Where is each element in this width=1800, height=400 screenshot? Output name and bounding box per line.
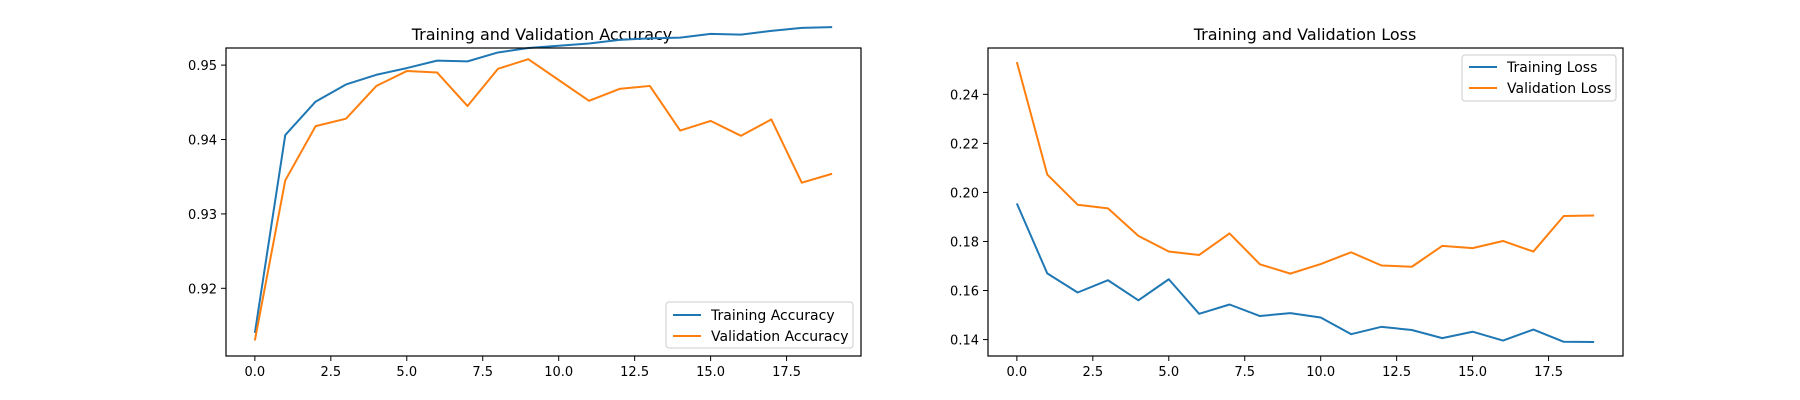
- y-tick-label: 0.93: [188, 208, 217, 223]
- x-tick-label: 0.0: [245, 365, 266, 380]
- series-line-validation-loss: [1015, 61, 1595, 275]
- loss-chart: Training and Validation Loss 0.0 2.5 5.0 7.…: [950, 25, 1624, 380]
- legend: Training Accuracy Validation Accuracy: [665, 301, 854, 349]
- x-tick-label: 5.0: [1158, 365, 1179, 380]
- x-tick-label: 7.5: [1234, 365, 1255, 380]
- legend-box: [1461, 54, 1617, 102]
- y-tick-label: 0.94: [188, 134, 217, 149]
- x-tick-label: 10.0: [544, 365, 573, 380]
- x-tick-label: 17.5: [772, 365, 801, 380]
- y-tick-label: 0.95: [188, 59, 217, 74]
- x-tick-label: 15.0: [1458, 365, 1487, 380]
- legend-label-training-accuracy: Training Accuracy: [710, 308, 835, 324]
- series-line-validation-accuracy: [253, 58, 833, 341]
- y-tick-label: 0.20: [950, 186, 979, 201]
- plot-frame: [225, 47, 862, 357]
- series-layer: [1015, 61, 1595, 344]
- series-line-training-accuracy: [253, 26, 833, 334]
- x-tick-label: 15.0: [696, 365, 725, 380]
- legend-box: [665, 301, 854, 349]
- accuracy-chart: Training and Validation Accuracy 0.0 2.5 5…: [188, 25, 862, 380]
- series-layer: [253, 26, 833, 341]
- legend-label-validation-accuracy: Validation Accuracy: [711, 329, 849, 345]
- x-tick-label: 0.0: [1007, 365, 1028, 380]
- y-tick-label: 0.22: [950, 137, 979, 152]
- series-line-training-loss: [1015, 203, 1595, 344]
- plot-frame: [987, 47, 1624, 357]
- chart-title: Training and Validation Loss: [1193, 25, 1417, 44]
- x-tick-label: 2.5: [320, 365, 341, 380]
- x-tick-label: 2.5: [1082, 365, 1103, 380]
- y-tick-label: 0.92: [188, 282, 217, 297]
- legend-label-validation-loss: Validation Loss: [1507, 81, 1611, 97]
- ticks-layer: 0.0 2.5 5.0 7.5 10.0 12.5 15.0 17.5 0.92 0.93 0.94…: [188, 59, 801, 380]
- legend-label-training-loss: Training Loss: [1506, 60, 1597, 76]
- y-tick-label: 0.18: [950, 235, 979, 250]
- ticks-layer: 0.0 2.5 5.0 7.5 10.0 12.5 15.0 17.5 0.14 0.16 0.18…: [950, 88, 1563, 380]
- x-tick-label: 17.5: [1534, 365, 1563, 380]
- y-tick-label: 0.16: [950, 285, 979, 300]
- x-tick-label: 7.5: [472, 365, 493, 380]
- x-tick-label: 5.0: [396, 365, 417, 380]
- x-tick-label: 10.0: [1306, 365, 1335, 380]
- x-tick-label: 12.5: [1382, 365, 1411, 380]
- x-tick-label: 12.5: [620, 365, 649, 380]
- y-tick-label: 0.14: [950, 334, 979, 349]
- y-tick-label: 0.24: [950, 88, 979, 103]
- legend: Training Loss Validation Loss: [1461, 54, 1617, 102]
- chart-title: Training and Validation Accuracy: [411, 25, 673, 44]
